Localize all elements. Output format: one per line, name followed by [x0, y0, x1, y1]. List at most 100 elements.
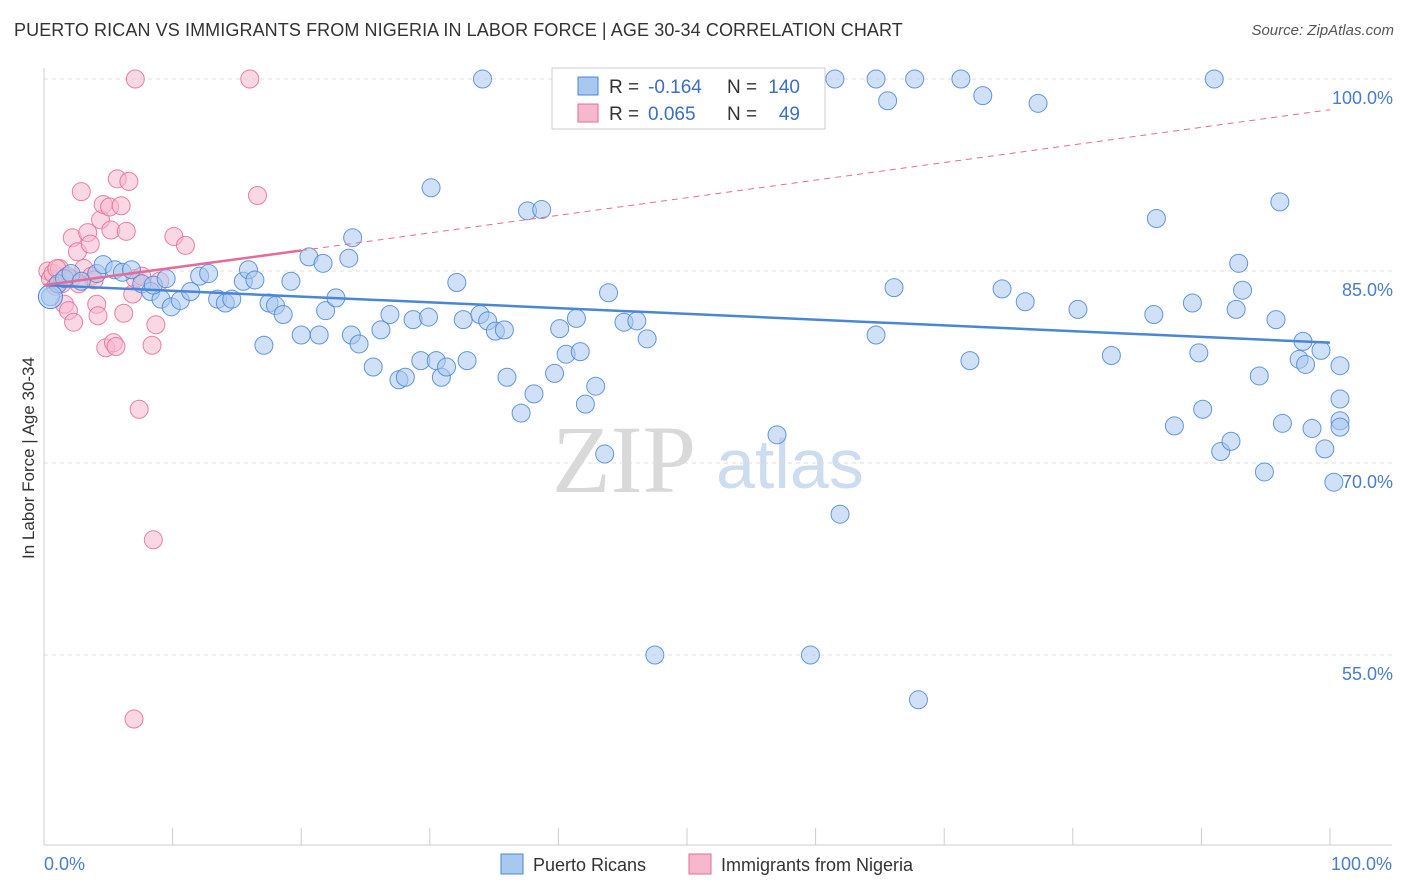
point-puerto-rican [1330, 389, 1350, 409]
point-puerto-rican [245, 270, 265, 290]
point-puerto-rican [437, 357, 457, 377]
series-nigeria-points [38, 69, 267, 729]
point-puerto-rican [1068, 299, 1088, 319]
point-puerto-rican [866, 325, 886, 345]
point-puerto-rican [1226, 299, 1246, 319]
point-puerto-rican [825, 69, 845, 89]
point-nigeria [111, 196, 131, 216]
watermark-atlas: atlas [716, 425, 864, 503]
point-puerto-rican [866, 69, 886, 89]
point-puerto-rican [1015, 292, 1035, 312]
point-nigeria [240, 69, 260, 89]
x-tick-label-max: 100.0% [1331, 854, 1392, 874]
point-puerto-rican [156, 269, 176, 289]
point-puerto-rican [419, 307, 439, 327]
point-nigeria [247, 185, 267, 205]
point-puerto-rican [575, 394, 595, 414]
point-puerto-rican [960, 351, 980, 371]
legend-swatch-puerto-ricans [500, 853, 524, 875]
point-puerto-rican [473, 69, 493, 89]
legend-label-puerto-ricans: Puerto Ricans [533, 855, 646, 875]
point-puerto-rican [313, 253, 333, 273]
point-puerto-rican [550, 319, 570, 339]
y-tick-label: 85.0% [1342, 280, 1393, 300]
point-puerto-rican [1330, 417, 1350, 437]
stats-swatch-pink [577, 103, 599, 123]
point-nigeria [146, 315, 166, 335]
point-puerto-rican [524, 384, 544, 404]
point-puerto-rican [905, 69, 925, 89]
point-puerto-rican [884, 278, 904, 298]
legend-swatch-nigeria [688, 853, 712, 875]
point-puerto-rican [1221, 431, 1241, 451]
point-puerto-rican [1101, 345, 1121, 365]
stats-r-value-1: -0.164 [648, 77, 702, 98]
point-puerto-rican [878, 91, 898, 111]
legend-label-nigeria: Immigrants from Nigeria [721, 855, 914, 875]
point-puerto-rican [494, 320, 514, 340]
point-puerto-rican [1266, 310, 1286, 330]
stats-r-value-2: 0.065 [648, 104, 696, 125]
point-puerto-rican-cluster [37, 284, 63, 310]
point-puerto-rican [1270, 192, 1290, 212]
point-puerto-rican [380, 305, 400, 325]
point-puerto-rican [453, 310, 473, 330]
point-puerto-rican [1315, 439, 1335, 459]
point-puerto-rican [1233, 280, 1253, 300]
point-puerto-rican [1324, 472, 1344, 492]
point-puerto-rican [599, 283, 619, 303]
point-nigeria [64, 312, 84, 332]
point-puerto-rican [273, 305, 293, 325]
point-puerto-rican [1182, 293, 1202, 313]
point-puerto-rican [254, 335, 274, 355]
point-puerto-rican [1302, 418, 1322, 438]
point-puerto-rican [343, 228, 363, 248]
stats-box: R = -0.164 N = 140 R = 0.065 N = 49 [551, 67, 826, 130]
point-puerto-rican [1272, 413, 1292, 433]
point-puerto-rican [992, 279, 1012, 299]
point-puerto-rican [645, 645, 665, 665]
point-puerto-rican [1229, 253, 1249, 273]
point-puerto-rican [199, 264, 219, 284]
point-nigeria [119, 171, 139, 191]
x-axis-ticks [172, 828, 1331, 845]
y-axis-label: In Labor Force | Age 30-34 [19, 357, 38, 559]
point-puerto-rican [1164, 416, 1184, 436]
point-puerto-rican [570, 342, 590, 362]
series-puerto-rican-points [37, 69, 1350, 710]
point-puerto-rican [586, 376, 606, 396]
point-puerto-rican [371, 320, 391, 340]
point-nigeria [125, 69, 145, 89]
point-nigeria [88, 306, 108, 326]
point-puerto-rican [349, 334, 369, 354]
trend-line-puerto-rican [43, 283, 1331, 344]
point-puerto-rican [951, 69, 971, 89]
point-puerto-rican [1204, 69, 1224, 89]
point-nigeria [142, 335, 162, 355]
point-puerto-rican [281, 271, 301, 291]
stats-n-label-2: N = [727, 104, 757, 125]
stats-n-label-1: N = [727, 77, 757, 98]
source-label: Source: ZipAtlas.com [1251, 22, 1394, 39]
point-puerto-rican [309, 325, 329, 345]
stats-r-label-2: R = [609, 104, 639, 125]
point-puerto-rican [1193, 399, 1213, 419]
y-tick-label: 55.0% [1342, 664, 1393, 684]
point-puerto-rican [1146, 209, 1166, 229]
stats-n-value-2: 49 [779, 104, 800, 125]
point-puerto-rican [908, 690, 928, 710]
point-puerto-rican [800, 645, 820, 665]
point-puerto-rican [767, 425, 787, 445]
point-puerto-rican [1296, 354, 1316, 374]
point-puerto-rican [532, 200, 552, 220]
point-puerto-rican [395, 367, 415, 387]
point-puerto-rican [1189, 343, 1209, 363]
x-tick-label-min: 0.0% [44, 854, 85, 874]
y-tick-label: 70.0% [1342, 472, 1393, 492]
point-nigeria [129, 399, 149, 419]
chart-title: PUERTO RICAN VS IMMIGRANTS FROM NIGERIA … [14, 20, 903, 40]
trend-line-nigeria [43, 249, 302, 287]
point-puerto-rican [421, 178, 441, 198]
point-puerto-rican [595, 444, 615, 464]
